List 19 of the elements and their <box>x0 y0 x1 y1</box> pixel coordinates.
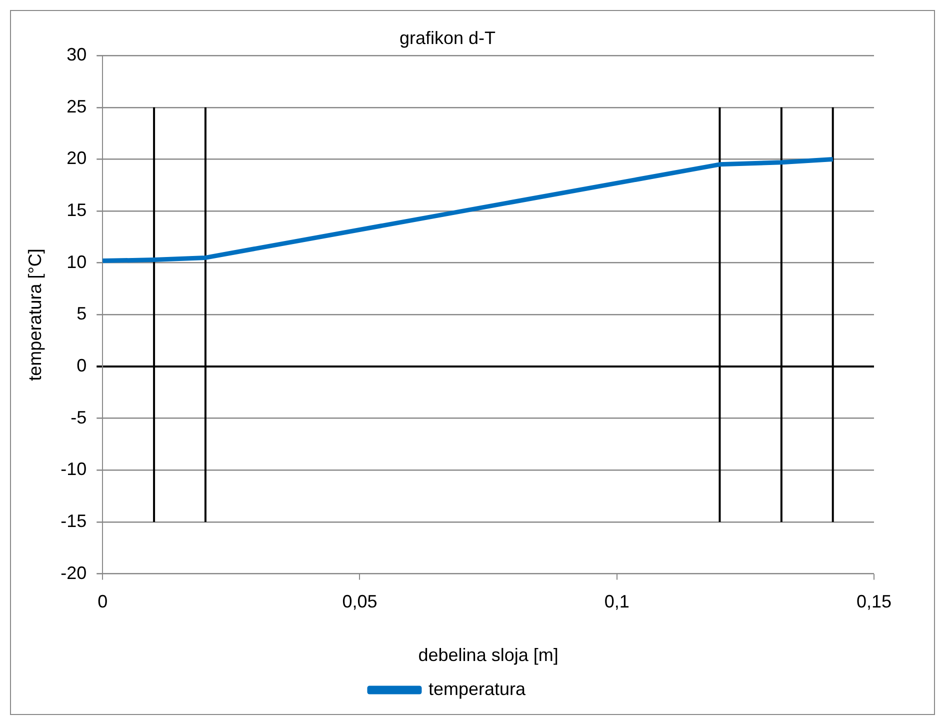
y-tick-label: 20 <box>66 148 87 168</box>
y-tick-label: 0 <box>76 355 87 376</box>
x-tick-label: 0,05 <box>342 592 378 612</box>
chart-title: grafikon d-T <box>399 28 496 48</box>
x-tick-label: 0,15 <box>856 592 892 612</box>
y-tick-label: 10 <box>66 252 87 272</box>
x-axis-title: debelina sloja [m] <box>418 645 558 666</box>
y-tick-label: -10 <box>60 459 87 480</box>
legend-label: temperatura <box>428 678 527 699</box>
y-tick-label: -15 <box>60 510 87 531</box>
y-axis-title: temperatura [°C] <box>24 248 45 381</box>
y-tick-label: 15 <box>66 200 87 220</box>
y-tick-label: -5 <box>70 407 87 428</box>
y-tick-label: 25 <box>66 96 87 116</box>
y-tick-label: -20 <box>60 562 87 583</box>
y-tick-label: 30 <box>66 44 87 65</box>
x-tick-label: 0 <box>98 592 108 612</box>
x-tick-label: 0,1 <box>604 592 630 612</box>
y-tick-label: 5 <box>76 304 87 324</box>
